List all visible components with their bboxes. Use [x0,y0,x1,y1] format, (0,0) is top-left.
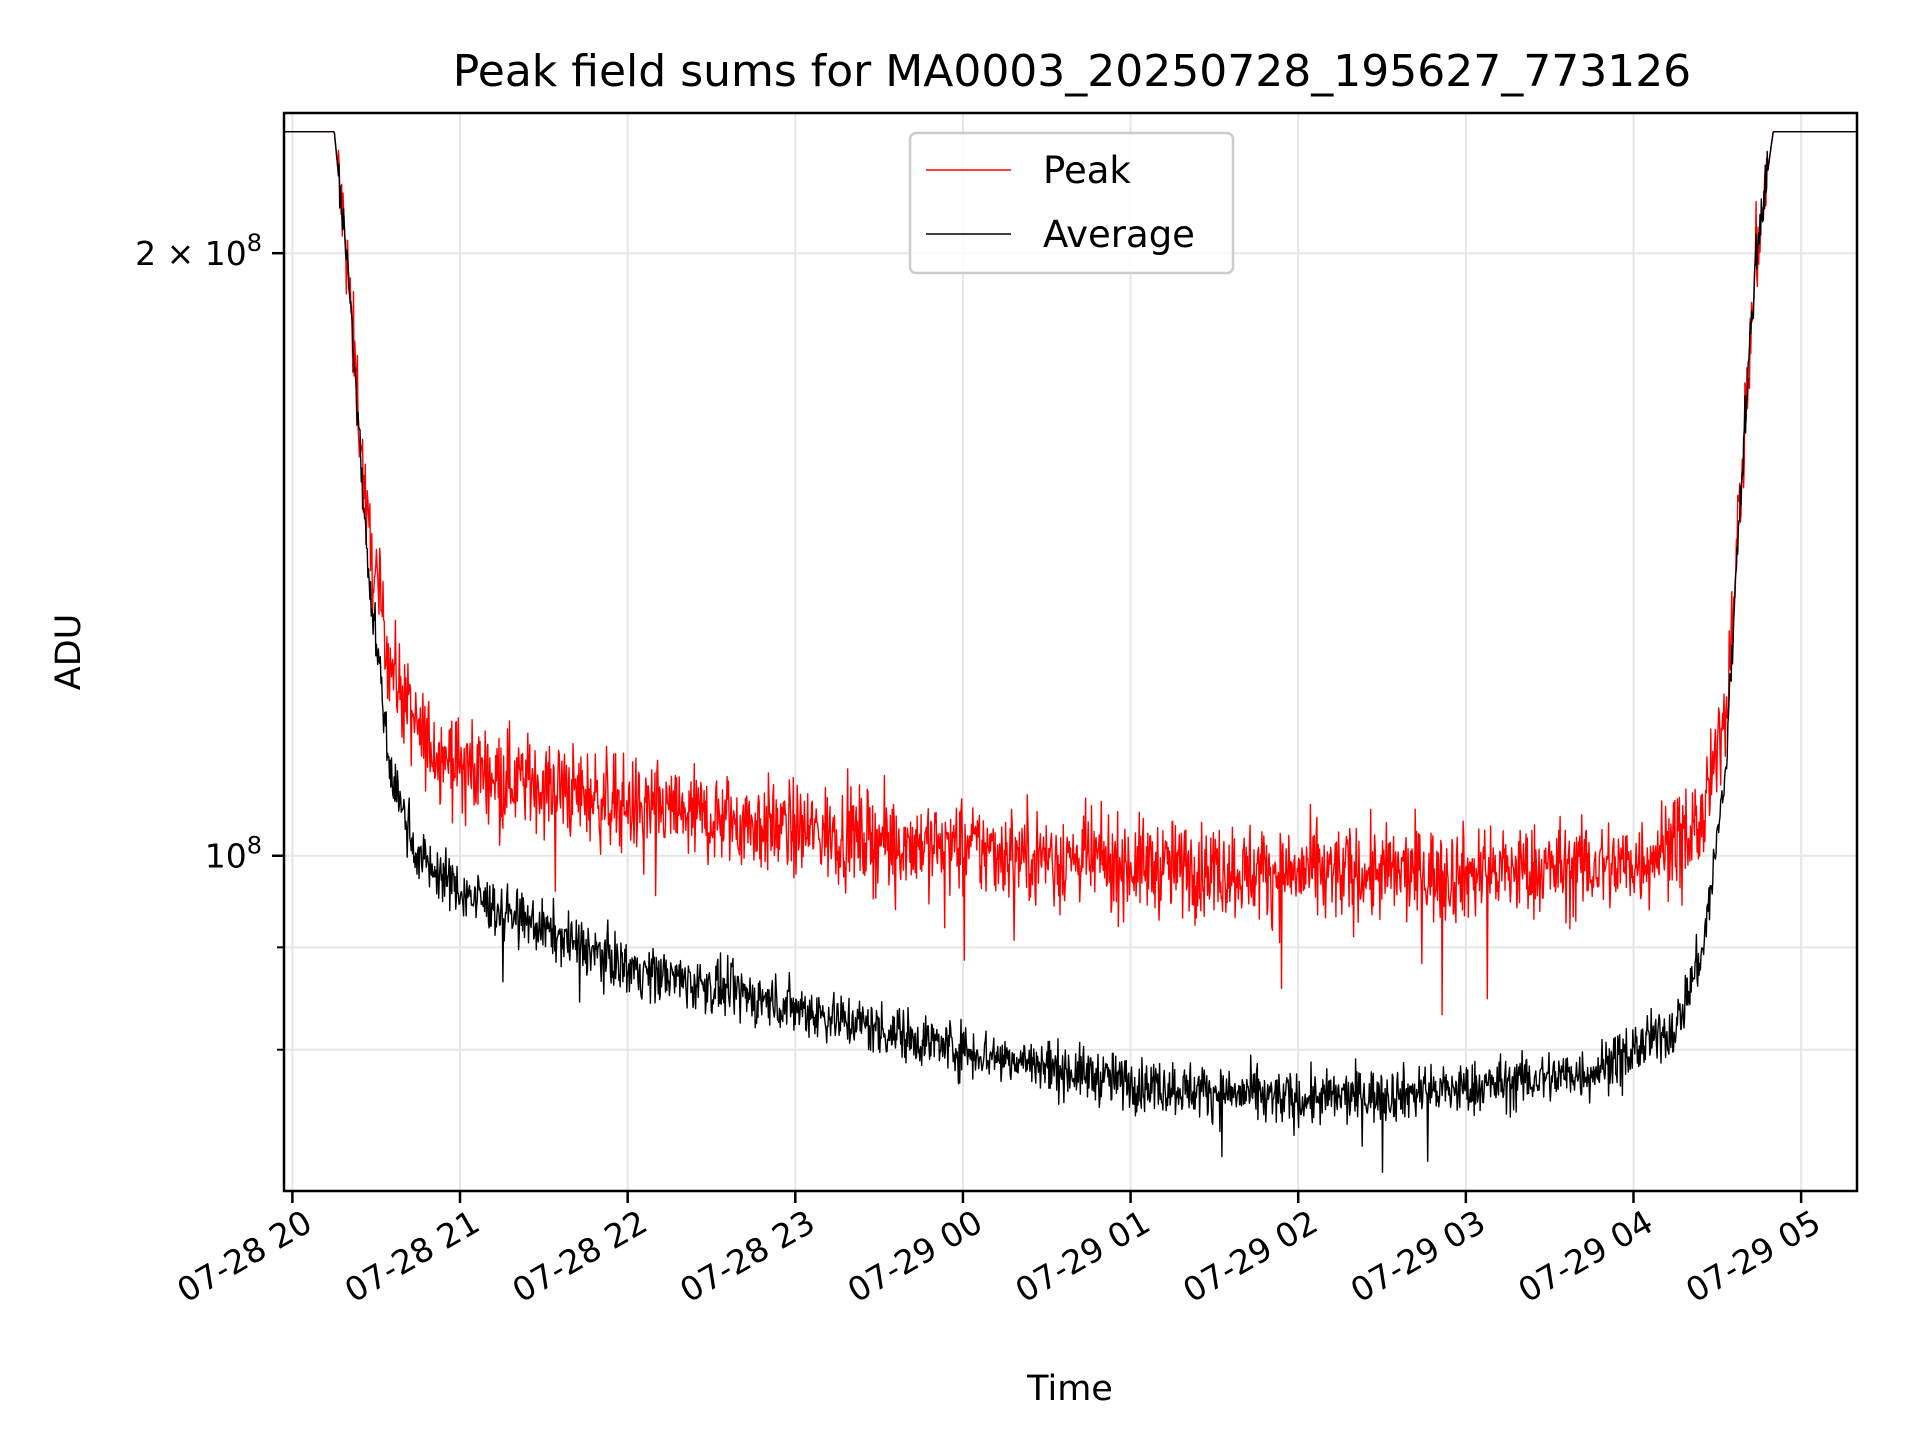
plot-frame [282,111,1859,1193]
legend: Peak Average [908,131,1235,275]
series-line-average [284,131,1857,1173]
series-line-peak [284,131,1857,1016]
x-axis-label: Time [1026,1369,1113,1409]
y-tick-label: 108 [205,832,262,876]
legend-box [908,131,1235,275]
y-axis-label: ADU [49,614,89,691]
legend-label-average: Average [1043,213,1195,256]
legend-label-peak: Peak [1043,149,1131,192]
y-axis: 108 2 × 108 [135,229,284,1051]
y-tick-label: 2 × 108 [135,229,262,273]
chart-title: Peak field sums for MA0003_20250728_1956… [453,46,1691,97]
series-layer [284,131,1857,1173]
